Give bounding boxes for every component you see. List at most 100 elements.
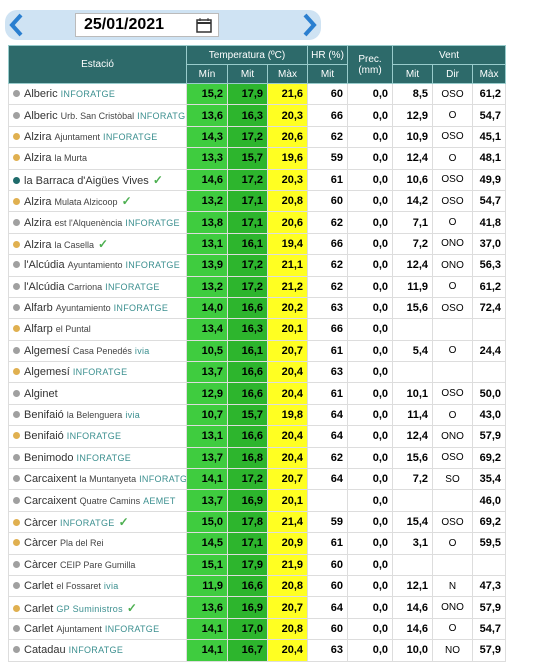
value-cell: N (432, 574, 474, 598)
header-cell: Estació (8, 45, 187, 84)
prev-arrow[interactable] (7, 10, 27, 40)
status-dot (13, 432, 20, 440)
value-cell: 0,0 (347, 254, 394, 277)
station-row[interactable]: Benimodo INFORATGE 13,7 16,8 20,4 62 0,0 15,6 OS… (8, 446, 507, 470)
status-dot (13, 539, 20, 547)
station-row[interactable]: Carlet el Fossaret ivia 11,9 16,6 20,8 60 0,0 12… (8, 574, 507, 598)
sub-header-cell: Mit (392, 64, 434, 84)
station-source: GP Suministros (56, 603, 123, 614)
station-row[interactable]: Alfarb Ayuntamiento INFORATGE 14,0 16,6 20,2 6… (8, 296, 507, 320)
station-row[interactable]: Benifaió INFORATGE 13,1 16,6 20,4 64 0,0 12,4 ON… (8, 425, 507, 448)
station-row[interactable]: Alzira la Murta 13,3 15,7 19,6 59 0,0 12,4 O 48,1 (8, 147, 507, 170)
station-row[interactable]: Alzira la Casella ✓ 13,1 16,1 19,4 66 0,0 7,2 ONO… (8, 232, 507, 256)
station-row[interactable]: Catadau INFORATGE 14,1 16,7 20,4 63 0,0 10,0 NO 5… (8, 639, 507, 662)
station-cell: l'Alcúdia Ayuntamiento INFORATGE (8, 254, 187, 277)
status-dot (13, 560, 20, 568)
station-source: INFORATGE (105, 281, 160, 292)
value-cell: 20,6 (266, 125, 309, 149)
station-row[interactable]: l'Alcúdia Ayuntamiento INFORATGE 13,9 17,2 21… (8, 254, 507, 277)
station-location: Ayuntamiento (67, 260, 123, 271)
station-row[interactable]: Alzira Mulata Alzicoop ✓ 13,2 17,1 20,8 60 0,0 1… (8, 189, 507, 213)
station-source: INFORATGE (60, 89, 116, 100)
station-source: AEMET (143, 495, 176, 506)
value-cell: 0,0 (347, 574, 394, 598)
station-row[interactable]: Algemesí INFORATGE 13,7 16,6 20,4 63 0,0 (8, 361, 507, 384)
check-icon: ✓ (98, 236, 109, 251)
station-row[interactable]: Carlet Ajuntament INFORATGE 14,1 17,0 20,8 60 0… (8, 617, 507, 641)
status-dot (13, 368, 20, 376)
station-row[interactable]: Alzira Ajuntament INFORATGE 14,3 17,2 20,6 62 0… (8, 125, 507, 149)
value-cell: 16,8 (227, 446, 268, 470)
value-cell: O (432, 532, 474, 555)
value-cell: 0,0 (347, 403, 394, 427)
station-location: CEIP Pare Gumilla (60, 559, 136, 570)
station-name: Benifaió (24, 409, 64, 422)
station-location: el Puntal (55, 324, 91, 335)
station-row[interactable]: Alberic Urb. San Cristòbal INFORATGE 13,6 16… (8, 104, 507, 127)
station-row[interactable]: Càrcer Pla del Rei 14,5 17,1 20,9 61 0,0 3,1 O 59… (8, 532, 507, 555)
value-cell: 20,7 (266, 468, 309, 491)
station-row[interactable]: Alginet 12,9 16,6 20,4 61 0,0 10,1 OSO 50,0 (8, 382, 507, 405)
sub-header-cell: Màx (266, 64, 309, 84)
station-row[interactable]: la Barraca d'Aigües Vives ✓ 14,6 17,2 20,3 61… (8, 168, 507, 191)
next-arrow[interactable] (299, 10, 319, 40)
value-cell: 15,2 (186, 82, 228, 106)
value-cell: 14,3 (186, 125, 228, 149)
station-row[interactable]: Carcaixent Quatre Camins AEMET 13,7 16,9 20,1… (8, 489, 507, 512)
station-row[interactable]: Càrcer INFORATGE ✓ 15,0 17,8 21,4 59 0,0 15,4 OSO… (8, 510, 507, 534)
value-cell: 60 (307, 617, 349, 641)
station-cell: Alberic INFORATGE (8, 82, 187, 106)
status-dot (13, 304, 20, 312)
value-cell: 7,2 (392, 232, 434, 256)
station-cell: Alzira la Casella ✓ (8, 232, 187, 256)
station-row[interactable]: Alzira est l'Alquenència INFORATGE 13,8 17,1… (8, 211, 507, 234)
value-cell: 17,2 (227, 275, 268, 298)
calendar-icon[interactable] (196, 17, 212, 33)
station-name: Catadau (24, 644, 66, 657)
value-cell: 66 (307, 232, 349, 256)
station-source: INFORATGE (66, 431, 122, 442)
value-cell: 20,1 (266, 489, 309, 512)
value-cell: 64 (307, 403, 349, 427)
station-name: l'Alcúdia (24, 259, 65, 272)
status-dot (13, 496, 20, 504)
station-cell: Alzira la Murta (8, 147, 187, 170)
value-cell: 17,1 (227, 532, 268, 555)
station-row[interactable]: Algemesí Casa Penedés ivia 10,5 16,1 20,7 61 0,… (8, 339, 507, 363)
value-cell: 0,0 (347, 468, 394, 491)
station-name: Algemesí (24, 344, 70, 357)
value-cell: 46,0 (472, 489, 507, 512)
station-row[interactable]: Carlet GP Suministros ✓ 13,6 16,9 20,7 64 0,0 14… (8, 596, 507, 619)
station-name: Alzira (24, 130, 52, 143)
station-source: INFORATGE (137, 110, 187, 121)
value-cell: 20,8 (266, 574, 309, 598)
status-dot (13, 389, 20, 397)
value-cell: 47,3 (472, 574, 507, 598)
value-cell: 59 (307, 510, 349, 534)
station-row[interactable]: Alberic INFORATGE 15,2 17,9 21,6 60 0,0 8,5 OSO 6… (8, 82, 507, 106)
value-cell: 61 (307, 168, 349, 191)
station-row[interactable]: l'Alcúdia Carriona INFORATGE 13,2 17,2 21,2 62… (8, 275, 507, 298)
value-cell: 13,8 (186, 211, 228, 234)
value-cell (472, 318, 507, 341)
station-location: Urb. San Cristòbal (60, 110, 135, 121)
value-cell: 21,4 (266, 510, 309, 534)
value-cell: 13,4 (186, 318, 228, 341)
station-row[interactable]: Benifaió la Belenguera ivia 10,7 15,7 19,8 64 0… (8, 403, 507, 427)
value-cell: 0,0 (347, 639, 394, 662)
date-input[interactable]: 25/01/2021 (75, 13, 219, 37)
value-cell: 12,9 (186, 382, 228, 405)
station-row[interactable]: Alfarp el Puntal 13,4 16,3 20,1 66 0,0 (8, 318, 507, 341)
value-cell: 17,9 (227, 82, 268, 106)
station-row[interactable]: Càrcer CEIP Pare Gumilla 15,1 17,9 21,9 60 0,0 (8, 553, 507, 576)
status-dot (13, 582, 20, 590)
value-cell: 63 (307, 296, 349, 320)
value-cell: 13,7 (186, 446, 228, 470)
value-cell: 59 (307, 147, 349, 170)
value-cell (432, 553, 474, 576)
station-source: ivia (125, 410, 141, 421)
station-cell: Algemesí INFORATGE (8, 361, 187, 384)
value-cell: 13,1 (186, 232, 228, 256)
station-cell: Alberic Urb. San Cristòbal INFORATGE (8, 104, 187, 127)
